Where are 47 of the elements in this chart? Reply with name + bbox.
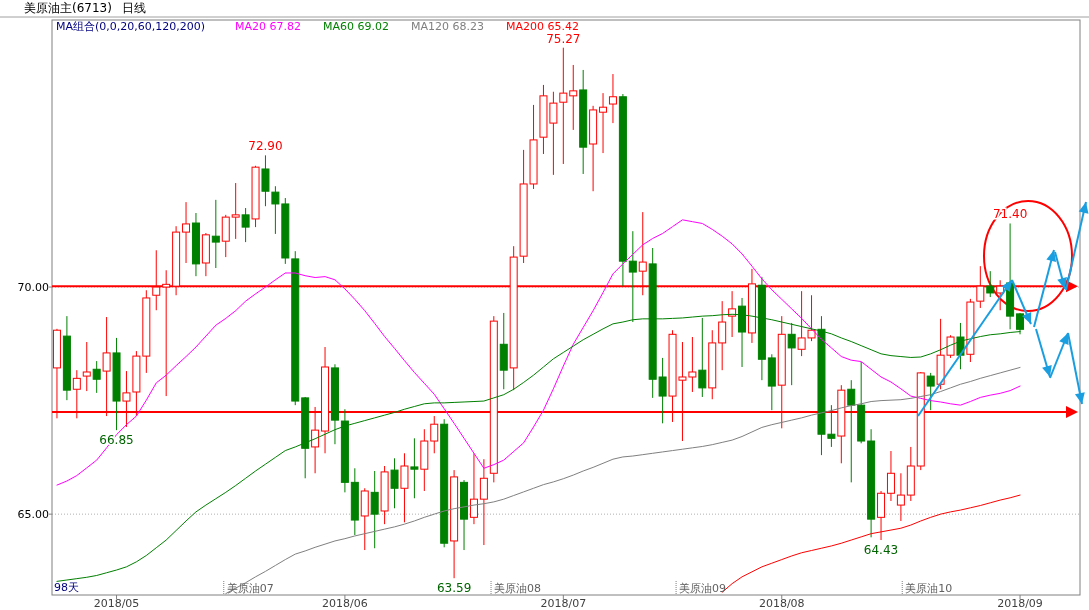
candlestick bbox=[469, 452, 478, 525]
annotation: 美原油09 bbox=[679, 582, 727, 595]
candlestick bbox=[92, 360, 101, 394]
candlestick bbox=[718, 300, 727, 371]
annotation: 98天 bbox=[54, 581, 79, 594]
text: MA60 69.02 bbox=[323, 20, 390, 33]
candlestick bbox=[569, 64, 578, 131]
x-tick-label: 2018/06 bbox=[322, 597, 368, 610]
x-tick-label: 2018/07 bbox=[540, 597, 587, 610]
candlestick bbox=[896, 472, 905, 522]
candlestick bbox=[479, 458, 488, 546]
candlestick bbox=[886, 450, 895, 502]
line-series bbox=[56, 219, 1021, 486]
candlestick bbox=[410, 437, 419, 499]
x-tick-label: 2018/09 bbox=[997, 597, 1043, 610]
candlestick bbox=[599, 92, 608, 154]
annotation: 美原油08 bbox=[494, 582, 542, 595]
candlestick bbox=[182, 201, 191, 264]
candlestick bbox=[82, 341, 91, 392]
y-tick-label: 70.00 bbox=[17, 281, 49, 295]
text: MA20 67.82 bbox=[235, 20, 302, 33]
annotation: 72.90 bbox=[248, 139, 283, 154]
annotation: 63.59 bbox=[436, 581, 472, 596]
candlestick bbox=[370, 470, 379, 549]
annotation: 美原油07 bbox=[226, 582, 274, 595]
candlestick bbox=[728, 290, 737, 338]
candlestick bbox=[430, 415, 439, 454]
text: MA200 65.42 bbox=[506, 20, 580, 33]
x-tick-label: 2018/08 bbox=[758, 597, 805, 610]
annotation: 64.43 bbox=[863, 543, 899, 558]
candlestick bbox=[390, 457, 399, 509]
candlestick bbox=[698, 317, 707, 398]
candlestick bbox=[847, 379, 856, 483]
candlestick bbox=[400, 452, 409, 523]
annotation: 美原油10 bbox=[905, 582, 953, 595]
candlestick bbox=[787, 322, 796, 386]
text: MA120 68.23 bbox=[411, 20, 485, 33]
candlestick bbox=[608, 73, 617, 124]
chart-subtitle: 日线 bbox=[121, 1, 146, 15]
candlestick bbox=[231, 182, 240, 240]
candlestick bbox=[211, 199, 220, 269]
candlestick bbox=[241, 207, 250, 243]
annotation: MA组合(0,0,20,60,120,200) bbox=[56, 20, 206, 33]
chart-title: 美原油主(6713) bbox=[24, 1, 112, 15]
x-tick-label: 2018/05 bbox=[93, 597, 140, 610]
y-tick-label: 65.00 bbox=[17, 508, 49, 522]
annotation: 75.27 bbox=[546, 31, 581, 46]
